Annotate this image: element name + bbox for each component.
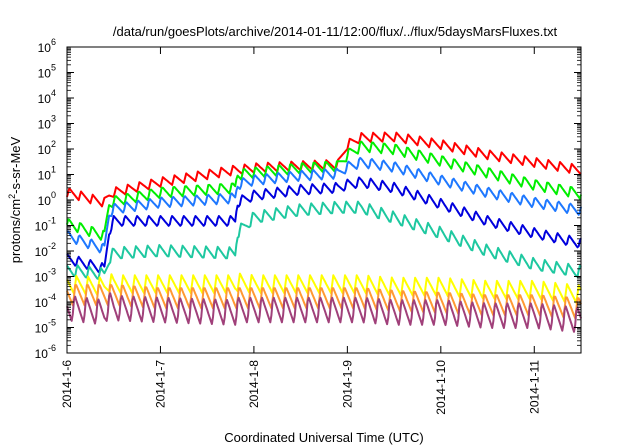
y-tick-label: 104	[38, 88, 56, 106]
y-tick-label: 10-5	[35, 318, 56, 336]
series-line	[66, 200, 582, 280]
x-tick-label: 2014-1-7	[153, 360, 167, 408]
series-layer	[66, 131, 582, 333]
y-tick-label: 10-2	[35, 241, 56, 259]
chart-title: /data/run/goesPlots/archive/2014-01-11/1…	[113, 24, 558, 39]
x-tick-label: 2014-1-8	[247, 360, 261, 408]
x-tick-label: 2014-1-11	[527, 360, 541, 414]
series-line	[66, 176, 582, 273]
y-tick-label: 101	[38, 165, 56, 183]
series-line	[66, 272, 582, 304]
x-axis-label: Coordinated Universal Time (UTC)	[224, 430, 423, 445]
y-axis: 10-6 10-5 10-4 10-3 10-2 10-1 100 101 102 103 104 1…	[35, 37, 581, 361]
series-line	[66, 292, 582, 333]
y-tick-label: 105	[38, 63, 56, 81]
y-tick-label: 100	[38, 190, 56, 208]
y-tick-label: 10-4	[35, 292, 56, 310]
y-tick-label: 103	[38, 114, 56, 132]
y-tick-label: 10-6	[35, 343, 56, 361]
x-axis: 2014-1-6 2014-1-7 2014-1-8 2014-1-9 2014-1-1…	[60, 47, 541, 415]
series-line	[66, 156, 582, 254]
x-tick-label: 2014-1-9	[340, 360, 354, 408]
y-tick-label: 106	[38, 37, 56, 55]
y-tick-label: 10-3	[35, 267, 56, 285]
x-tick-label: 2014-1-10	[434, 360, 448, 415]
series-line	[66, 284, 582, 320]
series-line	[66, 140, 582, 241]
y-tick-label: 102	[38, 139, 56, 157]
y-axis-label: protons/cm2-s-sr-MeV	[7, 136, 23, 263]
y-tick-label: 10-1	[35, 216, 56, 234]
x-tick-label: 2014-1-6	[60, 360, 74, 408]
